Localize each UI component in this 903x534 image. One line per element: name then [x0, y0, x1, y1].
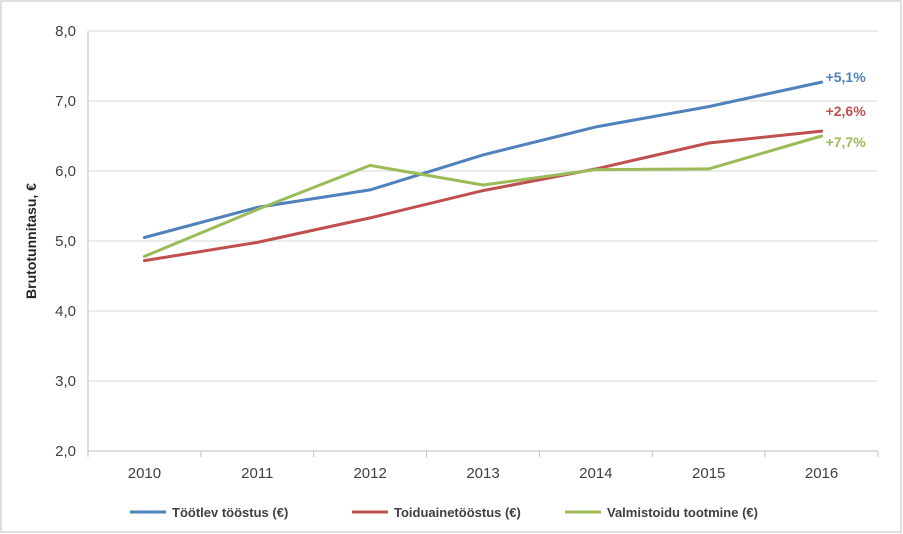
gridlines	[88, 30, 878, 452]
end-labels: +5,1% +2,6% +7,7%	[826, 69, 867, 150]
legend-label: Valmistoidu tootmine (€)	[607, 505, 758, 520]
x-tick-label: 2015	[692, 465, 725, 482]
series-line-3	[142, 134, 824, 258]
x-tick-label: 2011	[241, 465, 273, 482]
series-end-label: +5,1%	[826, 69, 867, 85]
y-tick-label: 2,0	[55, 443, 76, 460]
x-tick-label: 2010	[128, 465, 161, 482]
series-lines	[142, 80, 824, 263]
y-axis-title: Brutotunnitasu, €	[23, 183, 39, 299]
legend-label: Töötlev tööstus (€)	[172, 505, 288, 520]
x-tick-label: 2013	[466, 465, 499, 482]
x-tick-label: 2014	[579, 465, 612, 482]
y-tick-label: 8,0	[55, 23, 76, 40]
y-tick-label: 3,0	[55, 373, 76, 390]
x-tick-label: 2016	[805, 465, 838, 482]
series-end-label: +2,6%	[826, 103, 867, 119]
axes: 2,0 3,0 4,0 5,0 6,0 7,0 8,0 2010 2011 2012 2013 201…	[23, 23, 879, 482]
series-line-2	[142, 129, 824, 263]
y-tick-label: 7,0	[55, 93, 76, 110]
legend: Töötlev tööstus (€) Toiduainetööstus (€) V…	[130, 505, 758, 520]
legend-label: Toiduainetööstus (€)	[394, 505, 521, 520]
series-line-1	[142, 80, 824, 239]
y-tick-label: 4,0	[55, 303, 76, 320]
series-end-label: +7,7%	[826, 134, 867, 150]
x-tick-label: 2012	[353, 465, 386, 482]
y-tick-label: 6,0	[55, 163, 76, 180]
y-tick-label: 5,0	[55, 233, 76, 250]
